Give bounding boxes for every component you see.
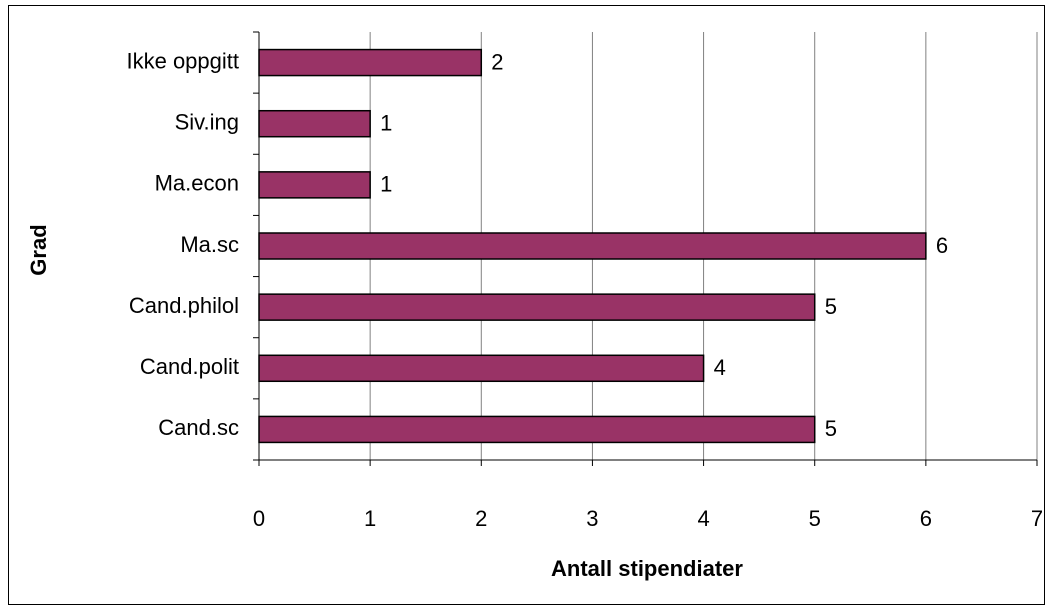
x-tick-label: 3 (586, 506, 598, 531)
data-label: 4 (714, 355, 726, 380)
y-axis-title: Grad (26, 224, 51, 275)
y-tick-label: Ma.sc (180, 232, 239, 257)
x-axis-title: Antall stipendiater (551, 556, 743, 581)
y-tick-label: Cand.philol (129, 293, 239, 318)
data-label: 5 (825, 294, 837, 319)
data-label: 5 (825, 416, 837, 441)
x-tick-label: 1 (364, 506, 376, 531)
bar (258, 293, 816, 321)
x-tick-label: 7 (1031, 506, 1043, 531)
bar (258, 232, 927, 260)
x-tick-label: 2 (475, 506, 487, 531)
data-label: 1 (380, 172, 392, 197)
y-tick-label: Siv.ing (175, 110, 239, 135)
bar (258, 354, 705, 383)
bar (258, 48, 483, 77)
data-label: 1 (380, 111, 392, 136)
x-tick-label: 0 (253, 506, 265, 531)
data-label: 2 (491, 49, 503, 74)
x-tick-label: 6 (920, 506, 932, 531)
y-tick-label: Ikke oppgitt (126, 48, 239, 73)
bar (258, 171, 371, 199)
bar (258, 415, 816, 444)
y-tick-label: Ma.econ (155, 171, 239, 196)
x-tick-label: 4 (697, 506, 709, 531)
y-tick-label: Cand.sc (158, 415, 239, 440)
y-tick-label: Cand.polit (140, 354, 239, 379)
bar (258, 109, 371, 138)
x-tick-label: 5 (809, 506, 821, 531)
data-label: 6 (936, 233, 948, 258)
